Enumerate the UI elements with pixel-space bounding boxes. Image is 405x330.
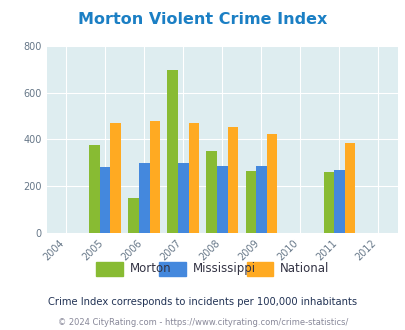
Bar — [256, 166, 266, 233]
Text: Morton Violent Crime Index: Morton Violent Crime Index — [78, 12, 327, 26]
Text: © 2024 CityRating.com - https://www.cityrating.com/crime-statistics/: © 2024 CityRating.com - https://www.city… — [58, 318, 347, 327]
Text: Crime Index corresponds to incidents per 100,000 inhabitants: Crime Index corresponds to incidents per… — [48, 297, 357, 307]
Bar — [245, 171, 256, 233]
Bar — [177, 163, 188, 233]
Bar — [227, 127, 237, 233]
Bar — [266, 134, 277, 233]
Bar — [323, 172, 333, 233]
Bar — [128, 198, 139, 233]
Text: Morton: Morton — [130, 262, 171, 276]
Bar — [110, 123, 121, 233]
Text: National: National — [279, 262, 329, 276]
Bar — [167, 70, 177, 233]
Bar — [217, 166, 227, 233]
Bar — [333, 170, 344, 233]
Bar — [188, 123, 198, 233]
Bar — [100, 167, 110, 233]
Bar — [344, 143, 354, 233]
Bar — [149, 121, 160, 233]
Text: Mississippi: Mississippi — [193, 262, 256, 276]
Bar — [206, 151, 217, 233]
Bar — [89, 145, 100, 233]
Bar — [139, 163, 149, 233]
